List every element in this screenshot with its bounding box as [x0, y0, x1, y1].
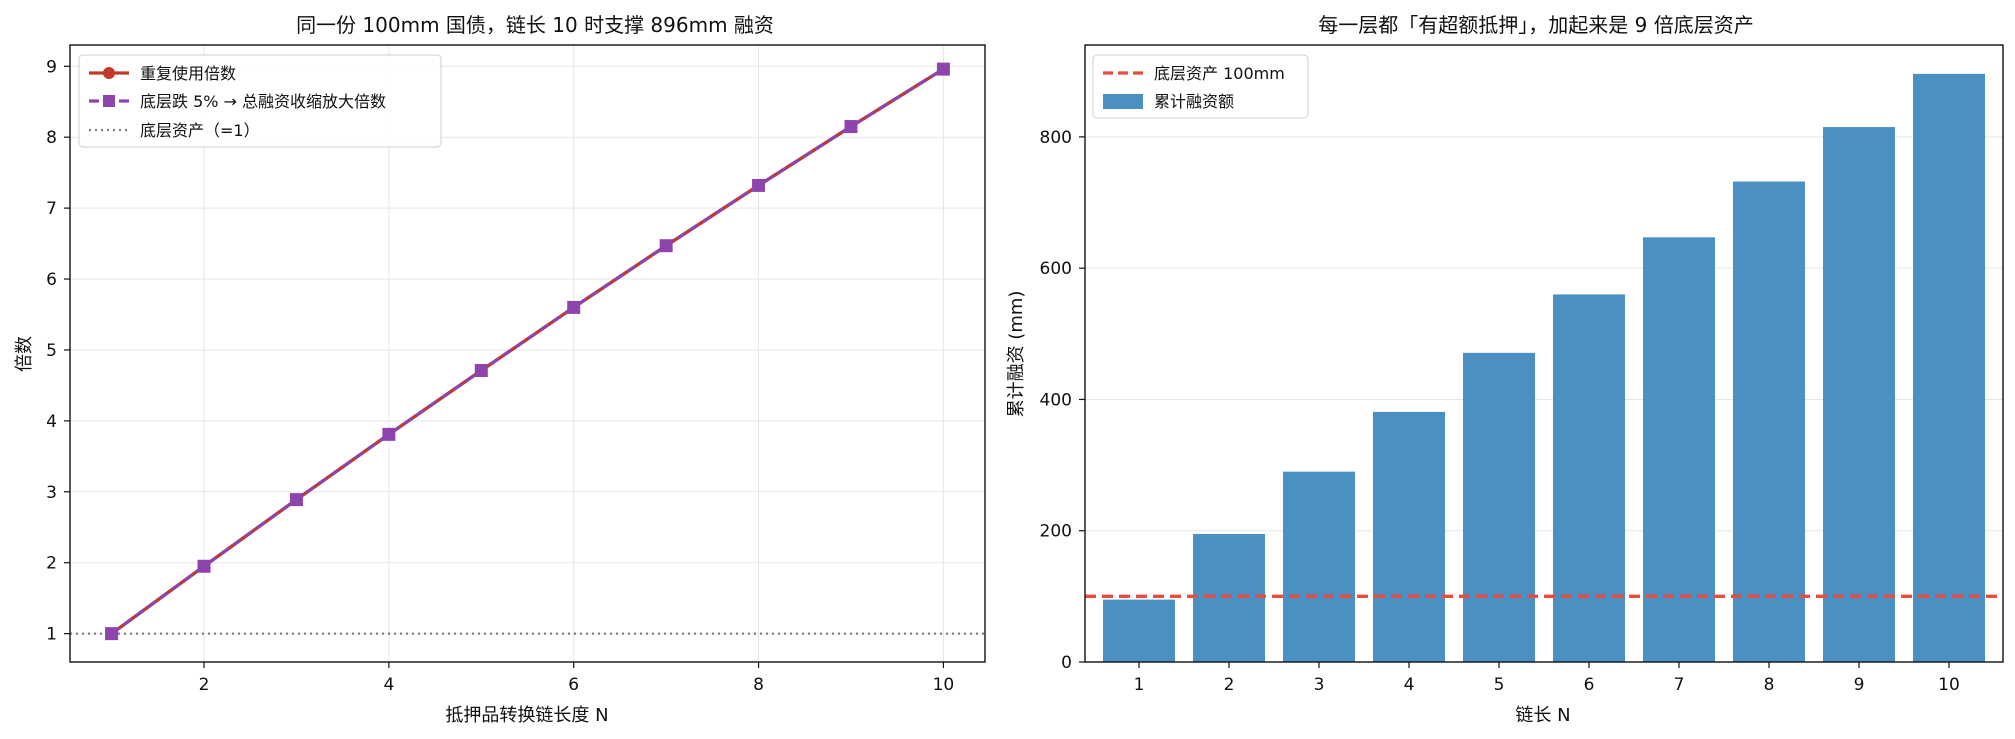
y-tick-label: 6: [46, 270, 57, 290]
data-point-contraction-multiple: [289, 493, 303, 507]
legend-label: 底层资产 100mm: [1154, 64, 1285, 83]
data-point-contraction-multiple: [844, 120, 858, 134]
y-tick-label: 7: [46, 199, 57, 219]
data-point-contraction-multiple: [752, 178, 766, 192]
left-legend: 重复使用倍数 底层跌 5% → 总融资收缩放大倍数 底层资产（=1）: [78, 54, 442, 148]
y-tick-label: 1: [46, 625, 57, 645]
series-line-contraction-multiple: [110, 67, 945, 635]
x-tick-label: 9: [1854, 675, 1865, 695]
legend-bar-swatch: [1103, 94, 1143, 109]
left-legend-item-reuse: 重复使用倍数: [89, 64, 236, 83]
right-y-axis-label: 累计融资 (mm): [1006, 291, 1027, 418]
right-y-ticks: 0 200 400 600 800: [1040, 128, 1085, 673]
left-legend-box: [78, 54, 442, 148]
data-point-contraction-multiple: [936, 62, 950, 76]
x-tick-label: 3: [1314, 675, 1325, 695]
x-tick-label: 1: [1134, 675, 1145, 695]
legend-label: 底层跌 5% → 总融资收缩放大倍数: [140, 92, 386, 111]
y-tick-label: 9: [46, 57, 57, 77]
legend-label: 底层资产（=1）: [140, 121, 260, 140]
left-legend-item-baseline: 底层资产（=1）: [89, 121, 260, 140]
y-tick-label: 4: [46, 412, 57, 432]
right-bars: [1103, 73, 1985, 663]
bar-cumulative-financing: [1463, 352, 1535, 662]
left-series-layer: [105, 62, 950, 641]
left-y-axis-label: 倍数: [14, 336, 35, 372]
data-point-contraction-multiple: [197, 559, 211, 573]
right-chart-title: 每一层都「有超额抵押」，加起来是 9 倍底层资产: [1318, 13, 1753, 37]
right-x-axis-label: 链长 N: [1515, 705, 1570, 726]
bar-cumulative-financing: [1733, 181, 1805, 663]
x-tick-label: 6: [1584, 675, 1595, 695]
bar-cumulative-financing: [1103, 599, 1175, 662]
y-tick-label: 600: [1040, 259, 1072, 279]
right-legend-item-reference: 底层资产 100mm: [1103, 64, 1285, 83]
bar-cumulative-financing: [1643, 237, 1715, 663]
x-tick-label: 7: [1674, 675, 1685, 695]
y-tick-label: 800: [1040, 128, 1072, 148]
y-tick-label: 3: [46, 483, 57, 503]
x-tick-label: 2: [199, 675, 210, 695]
data-point-contraction-multiple: [474, 364, 488, 378]
left-x-ticks: 2 4 6 8 10: [199, 662, 955, 695]
legend-square-marker: [103, 95, 115, 107]
y-tick-label: 400: [1040, 390, 1072, 410]
y-tick-label: 0: [1061, 653, 1072, 673]
left-chart-title: 同一份 100mm 国债，链长 10 时支撑 896mm 融资: [296, 13, 774, 37]
right-plot-frame: [1084, 44, 2004, 663]
y-tick-label: 2: [46, 554, 57, 574]
x-tick-label: 8: [1764, 675, 1775, 695]
bar-cumulative-financing: [1823, 127, 1895, 663]
data-point-contraction-multiple: [105, 627, 119, 641]
left-chart: 同一份 100mm 国债，链长 10 时支撑 896mm 融资 2 4 6 8 10 1…: [14, 13, 986, 726]
left-plot-frame: [69, 44, 986, 663]
x-tick-label: 10: [1938, 675, 1960, 695]
legend-label: 重复使用倍数: [140, 64, 236, 83]
x-tick-label: 4: [1404, 675, 1415, 695]
right-x-ticks: 1 2 3 4 5 6 7 8 9 10: [1134, 662, 1960, 695]
data-point-contraction-multiple: [382, 427, 396, 441]
left-legend-item-amplification: 底层跌 5% → 总融资收缩放大倍数: [89, 92, 386, 111]
right-legend: 底层资产 100mm 累计融资额: [1092, 54, 1309, 119]
y-tick-label: 5: [46, 341, 57, 361]
legend-label: 累计融资额: [1154, 92, 1234, 111]
bar-cumulative-financing: [1913, 73, 1985, 662]
x-tick-label: 2: [1224, 675, 1235, 695]
x-tick-label: 6: [568, 675, 579, 695]
x-tick-label: 8: [753, 675, 764, 695]
right-legend-item-bars: 累计融资额: [1103, 92, 1234, 111]
x-tick-label: 4: [383, 675, 394, 695]
y-tick-label: 8: [46, 128, 57, 148]
data-point-contraction-multiple: [567, 300, 581, 314]
x-tick-label: 5: [1494, 675, 1505, 695]
right-legend-box: [1092, 54, 1309, 119]
x-tick-label: 10: [933, 675, 955, 695]
bar-cumulative-financing: [1553, 294, 1625, 662]
legend-circle-marker: [103, 67, 115, 79]
right-chart: 每一层都「有超额抵押」，加起来是 9 倍底层资产 1 2 3 4 5 6 7 8 9 10 0 20…: [1006, 13, 2004, 726]
data-point-contraction-multiple: [659, 239, 673, 253]
y-tick-label: 200: [1040, 522, 1072, 542]
series-line-reuse-multiple: [110, 67, 945, 636]
bar-cumulative-financing: [1283, 471, 1355, 662]
left-x-axis-label: 抵押品转换链长度 N: [445, 705, 608, 726]
bar-cumulative-financing: [1373, 411, 1445, 662]
left-y-ticks: 1 2 3 4 5 6 7 8 9: [46, 57, 70, 645]
